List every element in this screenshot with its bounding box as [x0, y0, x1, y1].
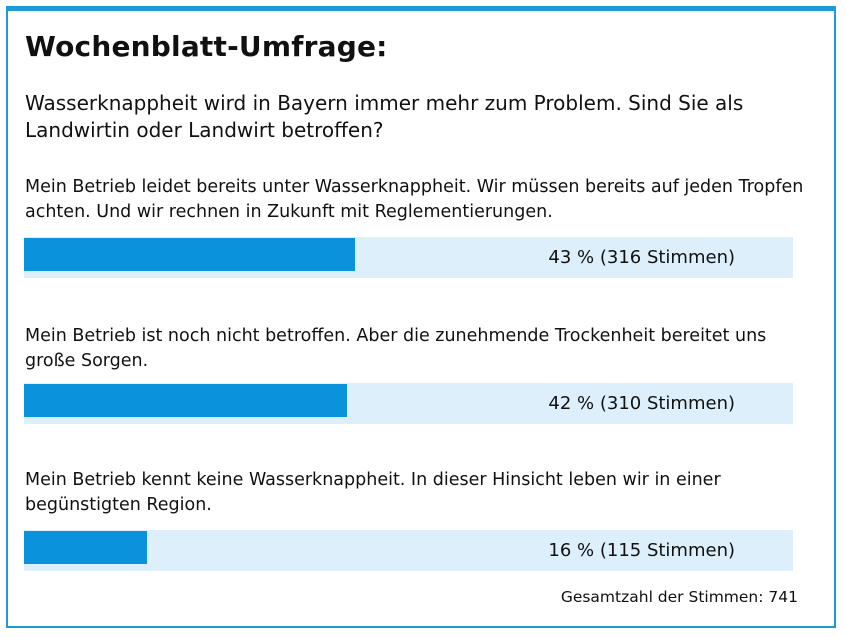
bar-label-2: 42 % (310 Stimmen) [548, 393, 735, 414]
poll-title: Wochenblatt-Umfrage: [25, 30, 388, 63]
bar-track-1: 43 % (316 Stimmen) [24, 237, 793, 278]
poll-frame [6, 6, 836, 628]
answer-text-2: Mein Betrieb ist noch nicht betroffen. A… [25, 326, 767, 371]
bar-track-2: 42 % (310 Stimmen) [24, 383, 793, 424]
answer-text-3: Mein Betrieb kennt keine Wasserknappheit… [25, 470, 721, 515]
bar-3 [24, 531, 148, 564]
bar-label-3: 16 % (115 Stimmen) [548, 540, 735, 561]
answer-text-1: Mein Betrieb leidet bereits unter Wasser… [25, 177, 804, 222]
bar-label-1: 43 % (316 Stimmen) [548, 247, 735, 268]
bar-1 [24, 238, 355, 271]
poll-question: Wasserknappheit wird in Bayern immer meh… [25, 91, 744, 142]
bar-2 [24, 384, 347, 417]
bar-track-3: 16 % (115 Stimmen) [24, 530, 793, 571]
total-votes: Gesamtzahl der Stimmen: 741 [560, 588, 798, 606]
